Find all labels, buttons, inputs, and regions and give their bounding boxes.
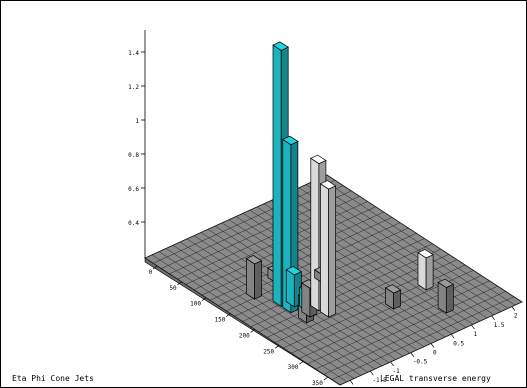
towers bbox=[245, 41, 455, 324]
z-axis-tick-label: 1.4 bbox=[128, 50, 139, 57]
floor-grid-line bbox=[151, 254, 348, 383]
z-axis-tick-label: 1 bbox=[135, 118, 139, 125]
right-axis-tick bbox=[370, 370, 374, 376]
tower-white bbox=[417, 249, 434, 291]
tower-white bbox=[319, 180, 337, 318]
right-axis-tick bbox=[471, 324, 475, 330]
tower-face-right bbox=[425, 254, 434, 291]
right-axis-tick-label: 1 bbox=[473, 331, 477, 338]
floor-grid-line bbox=[270, 200, 467, 328]
left-axis-tick-label: 350 bbox=[312, 380, 323, 387]
right-axis-tick-label: 1.5 bbox=[494, 322, 505, 329]
left-axis-tick-label: 200 bbox=[239, 332, 250, 339]
floor-grid-line bbox=[158, 251, 355, 379]
tower-face-left bbox=[272, 44, 282, 308]
tower-face-left bbox=[246, 257, 255, 300]
left-axis-tick-label: 50 bbox=[169, 285, 177, 292]
floor-grid-line bbox=[319, 177, 516, 306]
tower-face-top bbox=[272, 41, 289, 51]
right-axis-tick-label: 0.5 bbox=[453, 340, 464, 347]
tower-face-top bbox=[245, 255, 263, 265]
right-axis-tick-label: -2 bbox=[352, 386, 360, 388]
right-axis-tick bbox=[410, 352, 415, 357]
tower-face-left bbox=[301, 282, 311, 318]
left-axis-tick bbox=[177, 281, 182, 286]
tower-face-top bbox=[417, 249, 434, 259]
left-axis-tick-label: 100 bbox=[190, 301, 201, 308]
left-axis-tick-label: 250 bbox=[263, 348, 274, 355]
floor-grid-line bbox=[172, 245, 369, 373]
floor-grid-line bbox=[326, 174, 523, 303]
tower-face-left bbox=[285, 268, 295, 308]
left-axis: 0 50 100 150 200 250 300 350 bbox=[149, 265, 329, 387]
right-axis-tick-label: 2 bbox=[514, 313, 518, 320]
floor-grid-line bbox=[144, 257, 341, 386]
left-axis-tick bbox=[274, 345, 280, 349]
left-axis-tick-label: 150 bbox=[214, 317, 225, 324]
left-axis-tick-label: 0 bbox=[149, 269, 153, 276]
tower-face-top bbox=[282, 135, 299, 146]
right-axis-tick bbox=[450, 334, 455, 339]
tower-face-left bbox=[417, 251, 427, 291]
z-axis-tick-label: 0.6 bbox=[128, 186, 139, 193]
floor-grid-line bbox=[312, 181, 509, 309]
left-axis-tick-label: 300 bbox=[288, 364, 299, 371]
right-axis-tick bbox=[511, 306, 516, 311]
left-axis-tick bbox=[250, 329, 255, 333]
y-axis-label: LEGAL transverse energy bbox=[380, 374, 491, 383]
tower-face-right bbox=[328, 185, 336, 318]
floor-grid-line bbox=[165, 248, 362, 376]
tower-face-top bbox=[437, 278, 455, 288]
tower-gray bbox=[245, 255, 263, 300]
left-axis-tick bbox=[299, 360, 304, 365]
tower-gray bbox=[384, 284, 402, 310]
tower-face-top bbox=[285, 266, 303, 276]
left-axis-tick bbox=[152, 265, 158, 270]
z-axis: 0.4 0.6 0.8 1 1.2 1.4 bbox=[128, 30, 146, 258]
tower-face-right bbox=[254, 260, 262, 300]
right-axis-tick-label: -1.5 bbox=[372, 377, 387, 384]
floor-grid-line bbox=[179, 241, 376, 370]
z-axis-tick-label: 0.8 bbox=[128, 152, 139, 159]
right-axis-tick-label: 0 bbox=[433, 350, 437, 357]
right-axis-tick bbox=[349, 380, 354, 385]
right-axis-tick bbox=[390, 361, 394, 367]
floor-grid-line bbox=[305, 184, 502, 312]
right-axis-tick-label: -0.5 bbox=[413, 359, 428, 366]
tower-face-left bbox=[310, 157, 320, 312]
left-axis-tick bbox=[323, 376, 329, 381]
z-axis-tick-label: 1.2 bbox=[128, 84, 139, 91]
tower-face-top bbox=[319, 180, 337, 190]
right-axis-tick bbox=[491, 315, 495, 321]
tower-face-left bbox=[320, 183, 329, 318]
tower-face-top bbox=[310, 154, 327, 164]
left-axis-tick bbox=[201, 297, 207, 301]
caption-label: Eta Phi Cone Jets bbox=[12, 374, 94, 383]
right-axis-tick-label: -1 bbox=[393, 368, 401, 375]
right-axis: -2 -1.5 -1 -0.5 0 0.5 1 1.5 2 bbox=[349, 306, 518, 388]
tower-gray bbox=[437, 278, 455, 314]
z-axis-tick-label: 0.4 bbox=[128, 220, 139, 227]
tower-face-right bbox=[445, 283, 454, 314]
tower-face-top bbox=[384, 284, 402, 294]
left-axis-tick bbox=[226, 313, 231, 317]
right-axis-tick bbox=[430, 343, 435, 348]
